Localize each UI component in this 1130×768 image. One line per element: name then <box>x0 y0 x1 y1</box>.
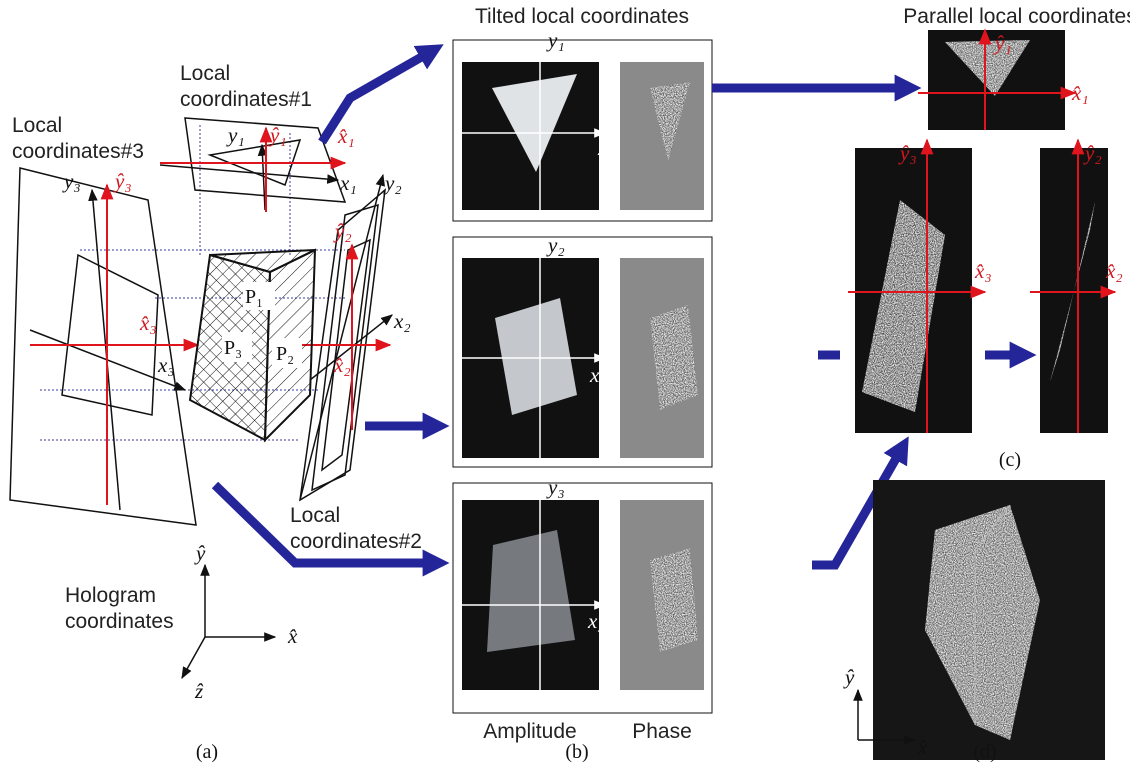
panel-c: ŷ₁ x̂₁ ŷ₃ x̂₃ ŷ₂ x̂₂ (c) <box>712 30 1123 471</box>
axis-label: x₃ <box>587 609 605 633</box>
axis-label: y₂ <box>383 171 402 195</box>
axis-label: x̂₃ <box>139 311 157 335</box>
caption: (b) <box>565 741 588 763</box>
title: Parallel local coordinates <box>903 5 1130 28</box>
title: Tilted local coordinates <box>475 5 689 28</box>
label: Local <box>180 62 230 85</box>
axis-label: x₁ <box>597 136 615 160</box>
line <box>160 165 338 180</box>
axis-label: ẑ <box>194 679 204 703</box>
axis-label: ŷ <box>843 665 855 689</box>
shape <box>10 168 196 525</box>
label: coordinates#2 <box>290 530 422 553</box>
axis-label: ŷ₂ <box>1083 141 1102 165</box>
axis-label: x̂₃ <box>974 259 992 283</box>
face-label: P₃ <box>224 337 242 359</box>
shape <box>1040 148 1108 433</box>
panel-a: Local coordinates#1 Local coordinates#3 … <box>10 55 428 763</box>
label: coordinates <box>65 610 174 633</box>
caption: (c) <box>999 449 1021 471</box>
axis-label: ŷ₃ <box>113 169 132 193</box>
axis-label: x̂₁ <box>1071 81 1089 105</box>
line <box>182 637 205 678</box>
label: Local <box>290 504 340 527</box>
caption: (d) <box>973 741 996 763</box>
label: Hologram <box>65 584 156 607</box>
axis-label: y₂ <box>546 233 565 257</box>
axis-label: x₃ <box>157 353 175 377</box>
axis-label: x₂ <box>589 363 607 387</box>
label: coordinates#3 <box>12 140 144 163</box>
axis-label: y₃ <box>546 475 565 499</box>
axis-label: ŷ₂ <box>333 219 352 243</box>
label: Local <box>12 114 62 137</box>
axis-label: x̂ <box>287 624 298 648</box>
column-label: Amplitude <box>483 720 576 743</box>
axis-label: x̂₁ <box>337 124 355 148</box>
axis-label: x̂₂ <box>1105 259 1123 283</box>
axis-label: y₁ <box>226 123 245 147</box>
axis-label: ŷ₁ <box>993 31 1012 55</box>
face-label: P₁ <box>245 286 263 308</box>
axis-label: x̂₂ <box>333 353 351 377</box>
axis-label: ŷ₁ <box>268 123 287 147</box>
column-label: Phase <box>632 720 692 743</box>
axis-label: x₁ <box>339 171 357 195</box>
panel-b: y₁ x₁ y₂ x₂ y₃ x₃ Amplitude Phase (b) <box>453 28 712 763</box>
figure: Tilted local coordinates Parallel local … <box>0 0 1130 768</box>
caption: (a) <box>196 741 218 763</box>
axis-label: x₂ <box>393 309 411 333</box>
panel-d: ŷ x̂ (d) <box>812 455 1105 763</box>
face-label: P₂ <box>276 343 294 365</box>
label: coordinates#1 <box>180 88 312 111</box>
axis-label: y₃ <box>62 169 81 193</box>
axis-label: ŷ <box>194 541 206 565</box>
axis-label: ŷ₃ <box>898 141 917 165</box>
axis-label: y₁ <box>546 28 565 52</box>
axis-label: x̂ <box>917 735 928 759</box>
